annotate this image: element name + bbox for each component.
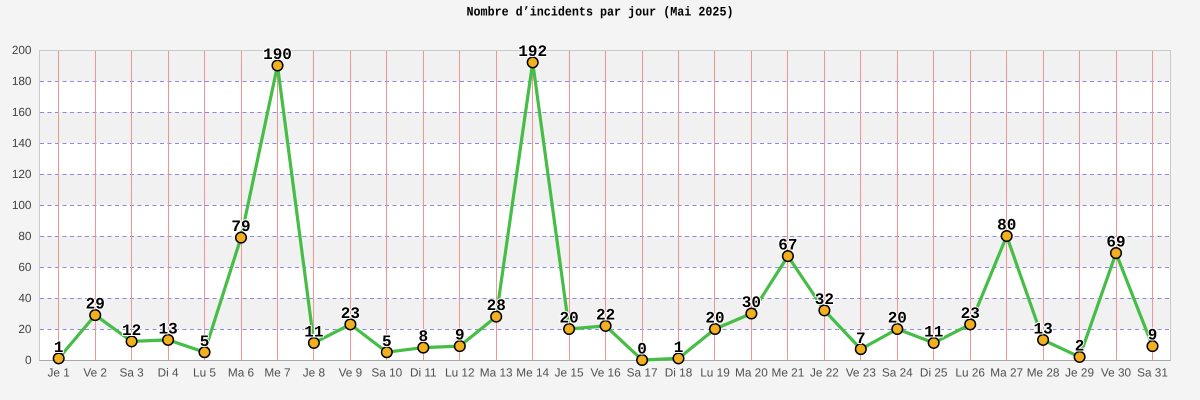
svg-text:140: 140	[12, 136, 32, 150]
svg-text:Je 15: Je 15	[555, 366, 584, 380]
svg-text:Je 22: Je 22	[810, 366, 839, 380]
svg-text:40: 40	[18, 291, 32, 305]
svg-text:2: 2	[1075, 338, 1085, 356]
svg-text:5: 5	[200, 333, 210, 351]
svg-text:23: 23	[341, 305, 360, 323]
svg-text:Je 1: Je 1	[48, 366, 70, 380]
svg-text:13: 13	[159, 321, 178, 339]
svg-text:Lu 26: Lu 26	[955, 366, 985, 380]
svg-text:Je 8: Je 8	[303, 366, 326, 380]
svg-text:Me 21: Me 21	[772, 366, 805, 380]
svg-text:Ve 30: Ve 30	[1101, 366, 1132, 380]
svg-text:5: 5	[382, 333, 392, 351]
svg-text:Sa 31: Sa 31	[1137, 366, 1168, 380]
svg-text:11: 11	[304, 324, 323, 342]
svg-text:Lu 5: Lu 5	[193, 366, 216, 380]
svg-text:1: 1	[674, 339, 684, 357]
svg-text:69: 69	[1106, 234, 1125, 252]
svg-text:Ma 27: Ma 27	[990, 366, 1023, 380]
svg-text:Me 7: Me 7	[264, 366, 290, 380]
svg-text:Ve 23: Ve 23	[846, 366, 877, 380]
svg-text:192: 192	[518, 43, 547, 61]
svg-text:32: 32	[815, 291, 834, 309]
svg-text:13: 13	[1034, 321, 1053, 339]
svg-text:Ve 16: Ve 16	[591, 366, 622, 380]
svg-text:Ma 20: Ma 20	[735, 366, 768, 380]
svg-text:60: 60	[18, 260, 32, 274]
svg-text:11: 11	[924, 324, 943, 342]
svg-text:29: 29	[86, 296, 105, 314]
svg-text:160: 160	[12, 105, 32, 119]
svg-text:Sa 3: Sa 3	[119, 366, 144, 380]
svg-text:Di 25: Di 25	[920, 366, 948, 380]
svg-text:30: 30	[742, 294, 761, 312]
svg-text:Di 11: Di 11	[410, 366, 437, 380]
svg-text:22: 22	[596, 307, 615, 325]
svg-text:180: 180	[12, 74, 32, 88]
svg-text:20: 20	[560, 310, 579, 328]
svg-text:Ve 9: Ve 9	[339, 366, 363, 380]
svg-text:1: 1	[54, 339, 64, 357]
svg-text:Sa 17: Sa 17	[627, 366, 658, 380]
svg-text:Di 18: Di 18	[665, 366, 693, 380]
svg-text:120: 120	[12, 167, 32, 181]
svg-text:Me 28: Me 28	[1027, 366, 1060, 380]
svg-text:200: 200	[12, 43, 32, 57]
svg-text:7: 7	[856, 330, 866, 348]
svg-text:80: 80	[997, 217, 1016, 235]
svg-text:Ve 2: Ve 2	[83, 366, 107, 380]
svg-text:20: 20	[18, 322, 32, 336]
svg-text:Di 4: Di 4	[158, 366, 179, 380]
svg-text:Sa 24: Sa 24	[882, 366, 913, 380]
svg-text:9: 9	[455, 327, 465, 345]
svg-text:190: 190	[263, 46, 292, 64]
svg-text:Me 14: Me 14	[516, 366, 549, 380]
svg-text:20: 20	[705, 310, 724, 328]
svg-text:12: 12	[122, 322, 141, 340]
svg-text:28: 28	[487, 297, 506, 315]
svg-text:23: 23	[961, 305, 980, 323]
svg-text:Nombre d’incidents par jour (M: Nombre d’incidents par jour (Mai 2025)	[467, 5, 734, 20]
svg-text:Ma 13: Ma 13	[480, 366, 513, 380]
svg-text:79: 79	[231, 218, 250, 236]
svg-text:0: 0	[637, 341, 647, 359]
svg-text:Sa 10: Sa 10	[371, 366, 402, 380]
svg-text:67: 67	[778, 237, 797, 255]
svg-text:8: 8	[418, 328, 428, 346]
svg-text:Lu 12: Lu 12	[445, 366, 475, 380]
svg-text:100: 100	[12, 198, 32, 212]
svg-text:80: 80	[18, 229, 32, 243]
svg-text:Lu 19: Lu 19	[700, 366, 730, 380]
svg-text:Je 29: Je 29	[1065, 366, 1094, 380]
svg-text:Ma 6: Ma 6	[228, 366, 255, 380]
svg-text:9: 9	[1148, 327, 1158, 345]
svg-text:0: 0	[25, 353, 32, 367]
svg-text:20: 20	[888, 310, 907, 328]
